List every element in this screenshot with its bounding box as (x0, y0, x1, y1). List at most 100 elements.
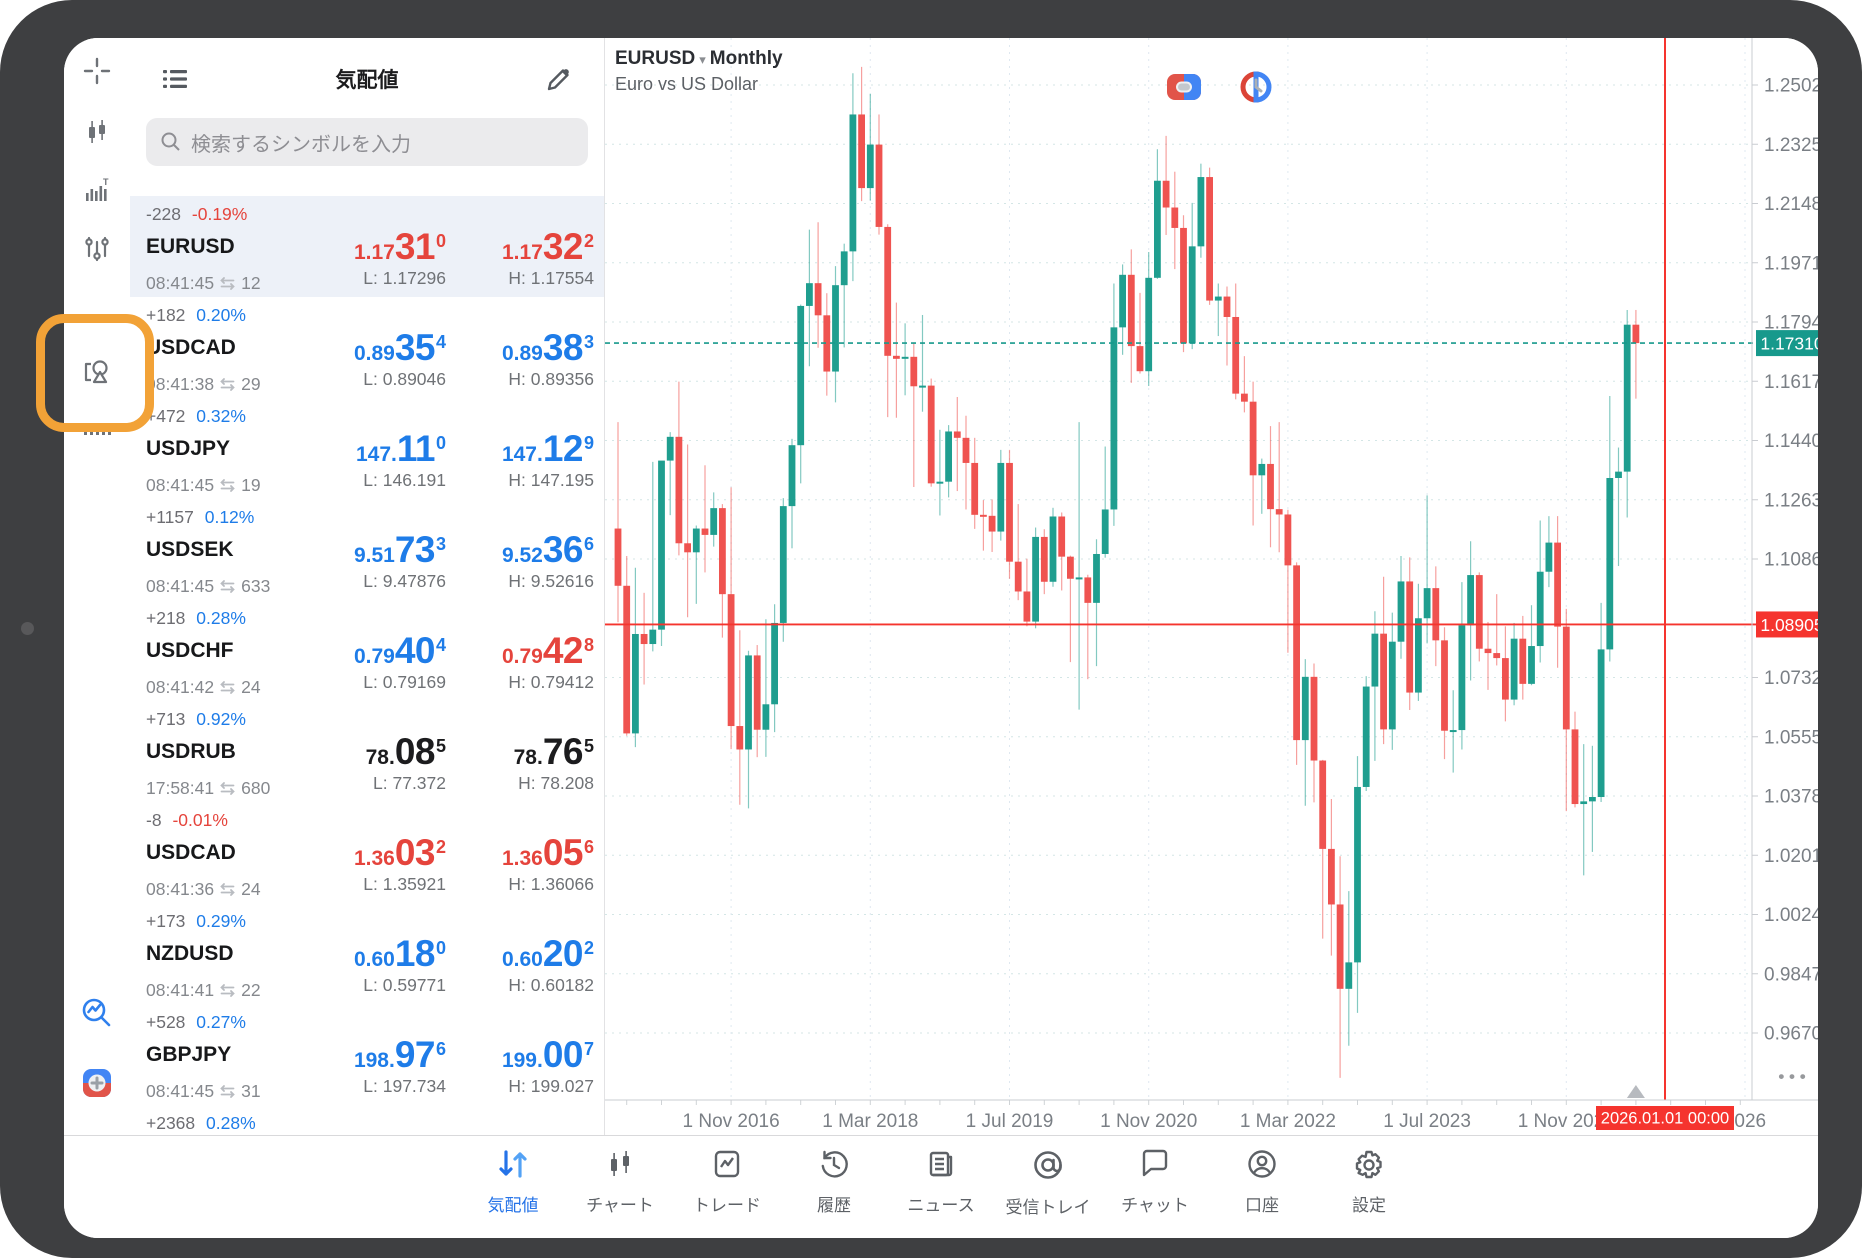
objects-shapes-icon[interactable] (80, 355, 114, 389)
quote-row-usdjpy[interactable]: +472 0.32% USDJPY 08:41:45 19 147. 11 0 147. 12 9… (130, 398, 604, 499)
quote-row-gbpjpy[interactable]: +528 0.27% GBPJPY 08:41:45 31 198. 97 6 199. 00 7… (130, 1004, 604, 1105)
ask-price[interactable]: 1.36 05 6 (501, 832, 594, 873)
quote-row-usdrub[interactable]: +713 0.92% USDRUB 17:58:41 680 78. 08 5 78. 76 5 L… (130, 701, 604, 802)
low-value: L: 9.47876 (363, 571, 446, 591)
nav-item-history[interactable]: 履歴 (800, 1148, 868, 1238)
bid-price[interactable]: 0.89 35 4 (353, 327, 446, 368)
axis-more-icon[interactable]: • • • (1778, 1067, 1805, 1086)
high-value: H: 0.89356 (508, 369, 594, 389)
quote-time-spread: 08:41:42 24 (146, 677, 261, 697)
volume-indicator-icon[interactable]: T (80, 174, 114, 208)
low-value: L: 77.372 (373, 773, 446, 793)
bid-price[interactable]: 198. 97 6 (353, 1034, 446, 1075)
bid-price[interactable]: 78. 08 5 (365, 731, 446, 772)
change-percent: -0.19% (191, 204, 248, 224)
change-points: +218 0.28% (146, 608, 246, 628)
change-percent: 0.12% (204, 507, 255, 527)
quotes-icon (496, 1148, 530, 1185)
list-view-icon[interactable] (158, 62, 192, 96)
market-sessions-clock-icon[interactable] (1237, 70, 1275, 104)
quote-row-eurusd[interactable]: -228 -0.19% EURUSD 08:41:45 12 1.17 31 0 1.17 32… (130, 196, 604, 297)
quote-time-spread: 08:41:41 22 (146, 980, 261, 1000)
parameters-sliders-icon[interactable] (80, 232, 114, 266)
quote-row-usdcad[interactable]: +182 0.20% USDCAD 08:41:38 29 0.89 35 4 0.89 38 3… (130, 297, 604, 398)
svg-text:1.14400: 1.14400 (1764, 431, 1818, 452)
change-points: +182 0.20% (146, 305, 246, 325)
chart-timeframe[interactable]: Monthly (709, 48, 783, 69)
svg-text:1.21480: 1.21480 (1764, 194, 1818, 215)
bid-price[interactable]: 1.36 03 2 (353, 832, 446, 873)
ask-price[interactable]: 0.60 20 2 (501, 933, 594, 974)
chart-header[interactable]: EURUSD ▾ Monthly Euro vs US Dollar (615, 46, 783, 97)
search-icon (161, 132, 180, 151)
nav-item-inbox[interactable]: 受信トレイ (1006, 1148, 1091, 1238)
quote-row-partial[interactable]: +2368 0.28% (130, 1105, 604, 1135)
nav-label: チャート (586, 1196, 654, 1215)
nav-label: 履歴 (817, 1196, 851, 1215)
ask-price[interactable]: 0.89 38 3 (501, 327, 594, 368)
svg-text:1.17310: 1.17310 (1760, 334, 1818, 354)
quote-row-usdcad[interactable]: -8 -0.01% USDCAD 08:41:36 24 1.36 03 2 1.36 05 6 L… (130, 802, 604, 903)
quotes-header: 気配値 (130, 50, 604, 102)
nav-item-settings[interactable]: 設定 (1335, 1148, 1403, 1238)
nav-item-news[interactable]: ニュース (907, 1148, 975, 1238)
high-value: H: 78.208 (518, 773, 594, 793)
change-points: +713 0.92% (146, 709, 246, 729)
change-percent: 0.28% (206, 1113, 256, 1133)
nav-item-chat[interactable]: チャット (1121, 1148, 1189, 1238)
crosshair-icon[interactable] (80, 54, 114, 88)
bid-price[interactable]: 147. 11 0 (355, 428, 446, 469)
symbol-search-input[interactable]: 検索するシンボルを入力 (146, 118, 588, 166)
ask-price[interactable]: 1.17 32 2 (501, 226, 594, 267)
svg-text:T: T (103, 177, 109, 187)
nav-label: 気配値 (487, 1196, 539, 1215)
add-app-icon[interactable] (80, 1066, 114, 1100)
high-value: H: 1.17554 (508, 268, 594, 288)
bid-price[interactable]: 0.79 40 4 (353, 630, 446, 671)
chevron-down-icon: ▾ (699, 52, 706, 67)
chart-icon (604, 1148, 636, 1185)
bid-price[interactable]: 0.60 18 0 (353, 933, 446, 974)
search-placeholder: 検索するシンボルを入力 (191, 133, 411, 156)
news-icon (925, 1148, 957, 1185)
spread-icon (220, 378, 235, 391)
svg-text:1.08905: 1.08905 (1760, 615, 1818, 635)
bid-price[interactable]: 9.51 73 3 (353, 529, 446, 570)
ask-price[interactable]: 147. 12 9 (501, 428, 594, 469)
change-points: -228 -0.19% (146, 204, 248, 224)
nav-label: ニュース (907, 1196, 975, 1215)
symbol-name: NZDUSD (146, 941, 234, 965)
svg-text:1.07320: 1.07320 (1764, 668, 1818, 689)
quote-row-usdsek[interactable]: +1157 0.12% USDSEK 08:41:45 633 9.51 73 3 9.52 3… (130, 499, 604, 600)
nav-item-chart[interactable]: チャート (586, 1148, 654, 1238)
highlight-annotation (36, 314, 154, 432)
change-percent: 0.20% (196, 305, 246, 325)
one-click-trading-icon[interactable] (1165, 70, 1203, 104)
chart-panel[interactable]: 1.25020 1.23250 1.21480 1.19710 1.17940 1.161… (605, 38, 1818, 1133)
quote-row-nzdusd[interactable]: +173 0.29% NZDUSD 08:41:41 22 0.60 18 0 0.60 20 2… (130, 903, 604, 1004)
bid-price[interactable]: 1.17 31 0 (353, 226, 446, 267)
candlestick-chart[interactable]: 1.25020 1.23250 1.21480 1.19710 1.17940 1.161… (605, 38, 1818, 1133)
ask-price[interactable]: 199. 00 7 (501, 1034, 594, 1075)
nav-item-account[interactable]: 口座 (1228, 1148, 1296, 1238)
quotes-panel: 気配値 検索するシンボルを入力 -228 -0.19% EURUSD 08:41:4… (130, 38, 605, 1135)
svg-text:1.03780: 1.03780 (1764, 787, 1818, 808)
nav-item-trade[interactable]: トレード (693, 1148, 761, 1238)
change-percent: 0.32% (196, 406, 246, 426)
nav-item-quotes[interactable]: 気配値 (479, 1148, 547, 1238)
ask-price[interactable]: 78. 76 5 (513, 731, 594, 772)
svg-text:1.16170: 1.16170 (1764, 372, 1818, 393)
spread-icon (220, 277, 235, 290)
edit-pencil-icon[interactable] (542, 62, 576, 96)
low-value: L: 0.89046 (363, 369, 446, 389)
quote-time-spread: 08:41:45 633 (146, 576, 271, 596)
ask-price[interactable]: 0.79 42 8 (501, 630, 594, 671)
chart-search-icon[interactable] (80, 996, 114, 1030)
ask-price[interactable]: 9.52 36 6 (501, 529, 594, 570)
quote-row-usdchf[interactable]: +218 0.28% USDCHF 08:41:42 24 0.79 40 4 0.79 42 8… (130, 600, 604, 701)
candlestick-tool-icon[interactable] (80, 115, 114, 149)
drawing-dots-icon[interactable] (80, 416, 114, 450)
chart-symbol[interactable]: EURUSD (615, 48, 696, 69)
